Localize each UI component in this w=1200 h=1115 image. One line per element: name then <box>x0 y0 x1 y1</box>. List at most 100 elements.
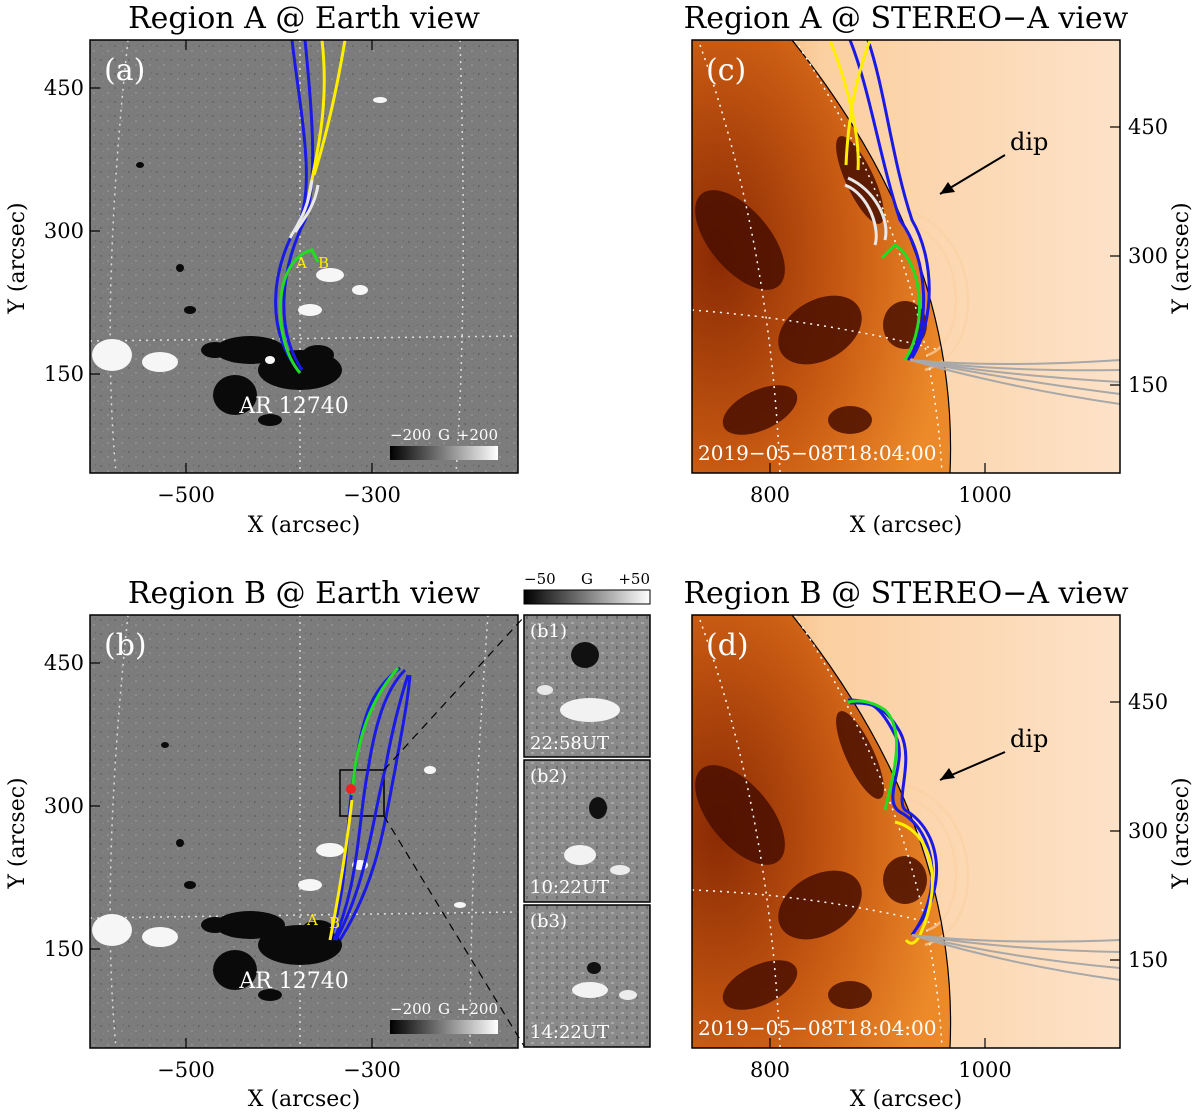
fieldline-blue-b4 <box>338 674 412 941</box>
positive-flux-a <box>92 97 387 372</box>
panel-a-ylabel: Y (arcsec) <box>5 202 30 314</box>
panel-c-xlabel: X (arcsec) <box>850 513 962 538</box>
colorbar-b-unit: G <box>438 1000 450 1018</box>
panel-a-xtick-0: −500 <box>157 483 215 507</box>
panel-d-ytick-1: 300 <box>1128 819 1168 843</box>
panel-a-ytick-0: 450 <box>44 76 84 100</box>
positive-flux-b <box>92 766 466 947</box>
magnetogram-b <box>90 615 518 1048</box>
fieldline-green-a <box>278 248 320 374</box>
timestamp-c: 2019−05−08T18:04:00 <box>698 441 936 465</box>
timestamp-d: 2019−05−08T18:04:00 <box>698 1016 936 1040</box>
fieldline-white-c1 <box>844 183 878 246</box>
fieldline-blue-b2 <box>332 668 407 941</box>
colorbar-a-min: −200 <box>390 426 431 444</box>
colorbar-b <box>390 1020 498 1034</box>
fieldline-blue-c2 <box>866 40 931 359</box>
panel-a-label: (a) <box>104 53 145 88</box>
panel-a-xtick-1: −300 <box>343 483 401 507</box>
fieldline-blue-d2 <box>849 701 939 933</box>
panel-b-frame <box>89 614 519 1049</box>
fieldline-blue-c1 <box>848 40 926 361</box>
panel-a-frame <box>89 39 519 474</box>
panel-b-xlabel: X (arcsec) <box>248 1087 360 1112</box>
panel-c-label: (c) <box>706 53 746 88</box>
panel-d-label: (d) <box>706 628 749 663</box>
colorbar-a-max: +200 <box>457 426 498 444</box>
fieldline-green-d <box>847 699 898 811</box>
panel-c-ytick-0: 450 <box>1128 115 1168 139</box>
dark-features-c <box>695 136 927 435</box>
fieldline-yellow-d <box>894 820 934 945</box>
inset-b1-time: 22:58UT <box>530 733 609 754</box>
panel-b-ytick-0: 450 <box>44 651 84 675</box>
panel-a-title: Region A @ Earth view <box>128 1 480 36</box>
inset-colorbar-max: +50 <box>618 570 650 588</box>
panel-a: Region A @ Earth view <box>5 1 519 538</box>
inset-colorbar <box>523 589 651 605</box>
dark-features-d <box>695 711 927 1010</box>
panel-b-ytick-2: 150 <box>44 937 84 961</box>
footpoint-b-label: B <box>318 254 329 272</box>
inset-b3: (b3) 14:22UT <box>523 904 651 1048</box>
panel-c-ylabel: Y (arcsec) <box>1169 202 1194 314</box>
inset-b1: (b1) 22:58UT <box>523 614 651 758</box>
solar-disk-d <box>692 615 951 1048</box>
fieldline-white-c2 <box>847 176 888 241</box>
panel-a-xlabel: X (arcsec) <box>248 513 360 538</box>
panel-c-ytick-2: 150 <box>1128 373 1168 397</box>
panel-b-label: (b) <box>104 628 147 663</box>
panel-b: Region B @ Earth view <box>5 570 651 1112</box>
colorbar-a-unit: G <box>438 426 450 444</box>
magnetogram-a <box>90 40 518 473</box>
panel-d-xtick-1: 1000 <box>958 1058 1011 1082</box>
panel-b-xtick-0: −500 <box>157 1058 215 1082</box>
inset-b2: (b2) 10:22UT <box>523 759 651 903</box>
solar-disk-c <box>692 40 951 473</box>
footpoint-a-label: A <box>295 254 307 272</box>
panel-d-ylabel: Y (arcsec) <box>1169 777 1194 889</box>
panel-c-xtick-0: 800 <box>750 483 790 507</box>
ar-label-b: AR 12740 <box>238 969 348 994</box>
fieldline-white-a2 <box>293 184 320 233</box>
fieldline-yellow-c2 <box>844 40 872 166</box>
colorbar-b-max: +200 <box>457 1000 498 1018</box>
negative-flux-b <box>161 742 342 1001</box>
panel-b-ytick-1: 300 <box>44 794 84 818</box>
fieldline-green-c <box>880 243 921 361</box>
fieldline-white-a1 <box>288 179 314 239</box>
ar-label-a: AR 12740 <box>238 394 348 419</box>
panel-c: Region A @ STEREO−A view <box>684 1 1194 538</box>
inset-colorbar-min: −50 <box>524 570 556 588</box>
fieldline-green-b <box>350 667 400 796</box>
panel-d: Region B @ STEREO−A view <box>683 576 1194 1112</box>
panel-d-ytick-0: 450 <box>1128 690 1168 714</box>
panel-d-title: Region B @ STEREO−A view <box>683 576 1128 611</box>
panel-c-xtick-1: 1000 <box>958 483 1011 507</box>
colorbar-a <box>390 446 498 460</box>
panel-d-xtick-0: 800 <box>750 1058 790 1082</box>
fieldline-yellow-a2 <box>312 40 347 176</box>
colorbar-b-min: −200 <box>390 1000 431 1018</box>
inset-b2-label: (b2) <box>530 766 567 787</box>
panel-c-title: Region A @ STEREO−A view <box>684 1 1129 36</box>
footpoint-b-b-label: B <box>329 914 340 932</box>
panel-d-xlabel: X (arcsec) <box>850 1087 962 1112</box>
panel-b-xtick-1: −300 <box>343 1058 401 1082</box>
negative-flux-a <box>136 162 342 426</box>
marker-b <box>346 784 356 794</box>
fieldline-yellow-b <box>328 799 354 941</box>
panel-b-title: Region B @ Earth view <box>128 576 481 611</box>
panel-d-ytick-2: 150 <box>1128 948 1168 972</box>
limb-d <box>791 615 952 1048</box>
dip-label-d: dip <box>1010 725 1048 753</box>
inset-b3-time: 14:22UT <box>530 1022 609 1043</box>
panel-b-ylabel: Y (arcsec) <box>5 777 30 889</box>
fieldline-blue-b3 <box>334 674 410 941</box>
inset-b1-label: (b1) <box>530 621 567 642</box>
inset-b3-label: (b3) <box>530 911 567 932</box>
footpoint-b-a-label: A <box>306 911 318 929</box>
inset-b2-time: 10:22UT <box>530 877 609 898</box>
panel-a-ytick-1: 300 <box>44 219 84 243</box>
